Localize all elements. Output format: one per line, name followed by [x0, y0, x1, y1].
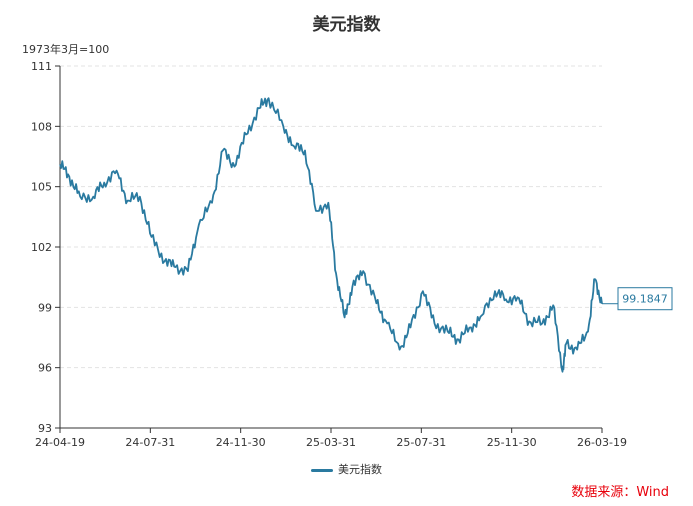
chart-title: 美元指数: [312, 15, 381, 35]
y-tick-label: 96: [38, 362, 52, 375]
y-axis-unit-label: 1973年3月=100: [22, 43, 110, 56]
y-tick-label: 105: [31, 181, 52, 194]
axes: 93 96 99 102 105 108 111 24-04-19 24-07-31 24-11-…: [31, 60, 627, 449]
x-tick-label: 24-04-19: [35, 436, 85, 449]
y-tick-label: 108: [31, 120, 52, 133]
grid-lines: [60, 65, 602, 369]
y-tick-label: 99: [38, 301, 52, 314]
x-tick-label: 26-03-19: [577, 436, 627, 449]
end-value-label: 99.1847: [602, 287, 673, 311]
x-tick-label: 25-11-30: [487, 436, 537, 449]
x-tick-label: 24-11-30: [216, 436, 266, 449]
x-tick-label: 25-07-31: [396, 436, 446, 449]
y-tick-label: 111: [31, 60, 52, 73]
legend-swatch: [311, 468, 333, 472]
series-line-usd-index: [59, 97, 603, 373]
legend-label: 美元指数: [338, 463, 382, 476]
x-tick-label: 24-07-31: [125, 436, 175, 449]
series-layer: [59, 97, 603, 373]
data-source: 数据来源：Wind: [571, 485, 669, 500]
y-tick-label: 93: [38, 422, 52, 435]
end-label-text: 99.1847: [622, 293, 668, 306]
x-tick-label: 25-03-31: [306, 436, 356, 449]
y-tick-label: 102: [31, 241, 52, 254]
end-label-box: [617, 287, 673, 311]
legend[interactable]: 美元指数: [0, 461, 693, 477]
